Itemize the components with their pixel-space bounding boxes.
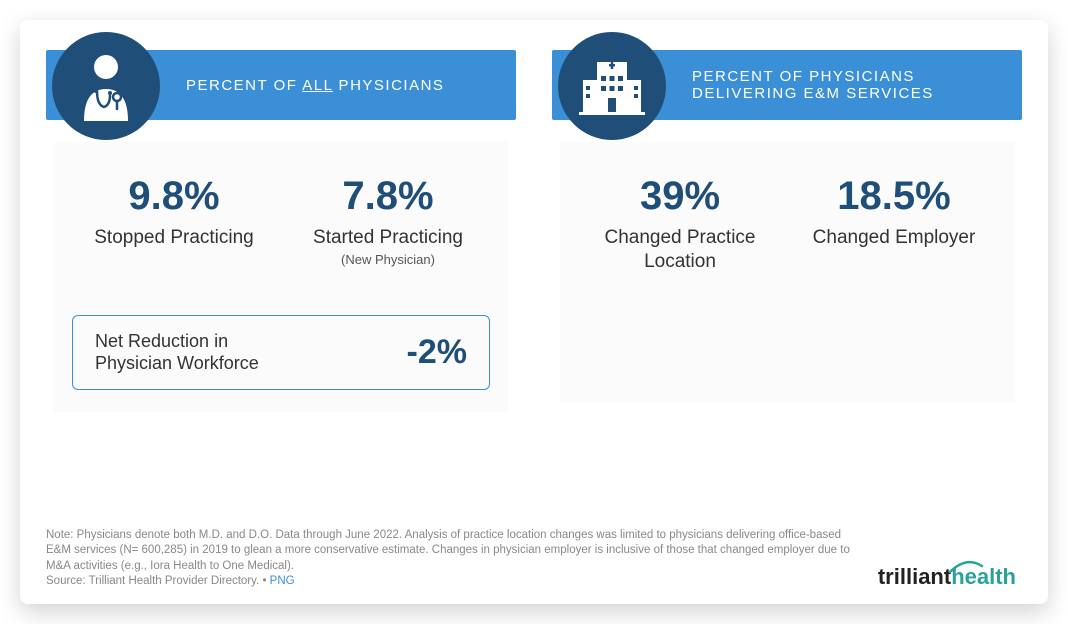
stat-sublabel: (New Physician) xyxy=(286,252,490,267)
panel-body-right: 39% Changed Practice Location 18.5% Chan… xyxy=(560,142,1014,402)
stat-location: 39% Changed Practice Location xyxy=(578,176,782,274)
stat-label: Changed Employer xyxy=(792,226,996,250)
title-underlined: ALL xyxy=(302,77,333,94)
panel-body-left: 9.8% Stopped Practicing 7.8% Started Pra… xyxy=(54,142,508,412)
stat-employer: 18.5% Changed Employer xyxy=(792,176,996,274)
footer: Note: Physicians denote both M.D. and D.… xyxy=(46,528,1022,590)
stat-label: Started Practicing xyxy=(286,226,490,250)
stat-stopped: 9.8% Stopped Practicing xyxy=(72,176,276,267)
stat-value: 39% xyxy=(578,176,782,216)
net-value: -2% xyxy=(407,333,467,372)
stat-label: Changed Practice Location xyxy=(578,226,782,274)
footnote-note: Note: Physicians denote both M.D. and D.… xyxy=(46,529,850,572)
title-prefix: PERCENT OF xyxy=(186,77,302,94)
stat-label: Stopped Practicing xyxy=(72,226,276,250)
stats-row-right: 39% Changed Practice Location 18.5% Chan… xyxy=(578,176,996,274)
doctor-icon xyxy=(52,32,160,140)
stat-started: 7.8% Started Practicing (New Physician) xyxy=(286,176,490,267)
net-label: Net Reduction in Physician Workforce xyxy=(95,330,295,375)
footnote-sep: • xyxy=(259,575,269,587)
logo-part1: trilliant xyxy=(878,564,951,589)
title-suffix: PHYSICIANS xyxy=(333,77,445,94)
png-link[interactable]: PNG xyxy=(270,575,295,587)
footnote-source: Source: Trilliant Health Provider Direct… xyxy=(46,575,259,587)
stat-value: 9.8% xyxy=(72,176,276,216)
panel-all-physicians: PERCENT OF ALL PHYSICIANS 9.8% xyxy=(46,50,516,412)
panel-em-physicians: PERCENT OF PHYSICIANS DELIVERING E&M SER… xyxy=(552,50,1022,402)
stat-value: 7.8% xyxy=(286,176,490,216)
logo-swoosh-icon xyxy=(948,560,984,574)
panel-title-right: PERCENT OF PHYSICIANS DELIVERING E&M SER… xyxy=(692,68,1002,102)
infographic-card: PERCENT OF ALL PHYSICIANS 9.8% xyxy=(20,20,1048,604)
stat-value: 18.5% xyxy=(792,176,996,216)
panels-row: PERCENT OF ALL PHYSICIANS 9.8% xyxy=(46,50,1022,412)
panel-title-left: PERCENT OF ALL PHYSICIANS xyxy=(186,77,444,94)
trilliant-health-logo: trillianthealth xyxy=(878,564,1022,590)
stats-row-left: 9.8% Stopped Practicing 7.8% Started Pra… xyxy=(72,176,490,267)
net-reduction-box: Net Reduction in Physician Workforce -2% xyxy=(72,315,490,390)
hospital-icon xyxy=(558,32,666,140)
footnote: Note: Physicians denote both M.D. and D.… xyxy=(46,528,854,590)
